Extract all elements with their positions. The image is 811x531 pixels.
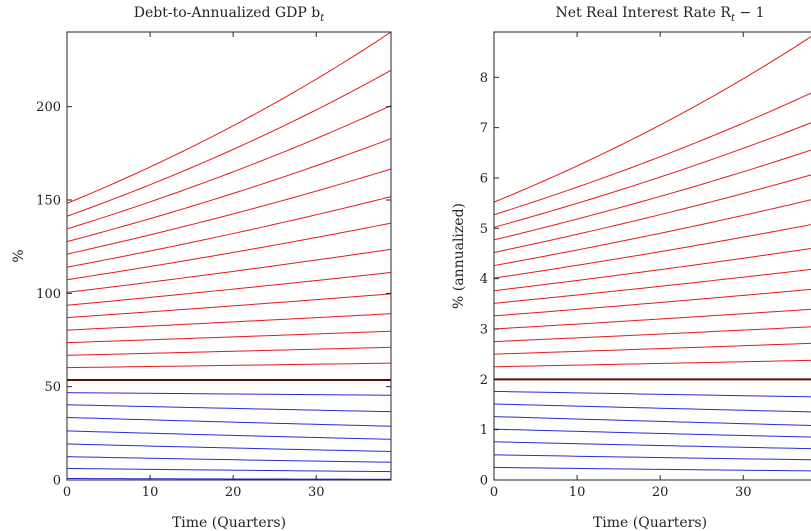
y-tick-label: 4 [480,272,488,287]
series-line-below-1 [493,454,811,461]
chart-title: Debt-to-Annualized GDP bt [134,5,325,24]
x-tick-label: 20 [225,485,242,500]
series-line-above-12 [66,313,392,331]
series-line-above-16 [493,199,811,267]
series-line-above-18 [66,168,392,255]
series-line-above-8 [493,359,811,368]
y-tick-label: 3 [480,322,488,337]
axis-layer: 0 10 20 30 0 1 2 3 4 5 6 7 8 [480,32,752,500]
series-line-below-0 [493,466,811,472]
x-tick-label: 0 [63,485,71,500]
series-line-above-14 [493,247,811,292]
y-tick-label: 150 [36,194,61,209]
series-line-above-17 [493,174,811,253]
series-line-above-20 [66,105,392,230]
series-line-above-13 [66,293,392,319]
series-line-below-5 [66,416,392,427]
series-line-below-0 [66,478,392,480]
y-tick-label: 0 [480,474,488,489]
series-line-above-15 [493,224,811,279]
x-tick-label: 30 [308,485,325,500]
series-line-above-10 [66,346,392,356]
y-tick-label: 100 [36,287,61,302]
series-line-above-16 [66,222,392,281]
y-tick-label: 200 [36,100,61,115]
y-tick-label: 2 [480,373,488,388]
y-tick-label: 5 [480,222,488,237]
series-line-above-9 [493,342,811,355]
x-axis-label: Time (Quarters) [172,515,286,531]
series-line-below-7 [66,392,392,396]
y-tick-label: 8 [480,71,488,86]
interest-rate-chart-panel: Net Real Interest Rate Rt − 1 % (annuali… [451,5,811,531]
series-line-above-15 [66,248,392,293]
series-line-above-9 [66,362,392,369]
y-tick-label: 1 [480,423,488,438]
series-line-below-3 [66,443,392,452]
series-line-below-3 [493,428,811,438]
y-tick-label: 7 [480,121,488,136]
x-axis-label: Time (Quarters) [593,515,707,531]
x-tick-label: 10 [569,485,586,500]
x-tick-label: 0 [490,485,498,500]
series-line-above-19 [66,138,392,243]
series-layer [66,31,392,480]
series-line-above-14 [66,271,392,306]
series-line-above-20 [493,92,811,216]
series-line-below-4 [493,416,811,426]
series-line-above-12 [493,288,811,317]
y-axis-label: % [11,249,27,262]
series-line-above-10 [493,326,811,343]
series-line-below-2 [493,441,811,450]
series-line-below-1 [66,467,392,473]
plot-frame [493,31,811,481]
series-line-below-5 [493,403,811,413]
y-tick-label: 0 [53,474,61,489]
x-tick-label: 10 [142,485,159,500]
series-line-below-2 [66,456,392,463]
plot-frame [66,31,392,481]
x-tick-label: 20 [652,485,669,500]
chart-title: Net Real Interest Rate Rt − 1 [555,5,764,24]
series-line-below-6 [66,404,392,413]
series-line-above-17 [66,196,392,268]
series-line-above-11 [66,330,392,344]
series-line-above-13 [493,268,811,304]
x-tick-label: 30 [735,485,752,500]
series-line-above-11 [493,308,811,330]
series-line-above-18 [493,149,811,241]
axis-layer: 0 10 20 30 0 50 100 150 200 [36,32,391,500]
series-line-below-4 [66,430,392,440]
y-tick-label: 6 [480,171,488,186]
y-tick-label: 50 [44,380,61,395]
series-line-above-21 [493,35,811,203]
series-line-above-21 [66,69,392,217]
debt-chart-panel: Debt-to-Annualized GDP bt % Time (Quarte… [11,5,392,531]
series-layer [493,35,811,472]
series-line-above-22 [66,31,392,204]
y-axis-label: % (annualized) [451,203,467,309]
series-line-above-19 [493,122,811,228]
series-line-below-6 [493,390,811,398]
